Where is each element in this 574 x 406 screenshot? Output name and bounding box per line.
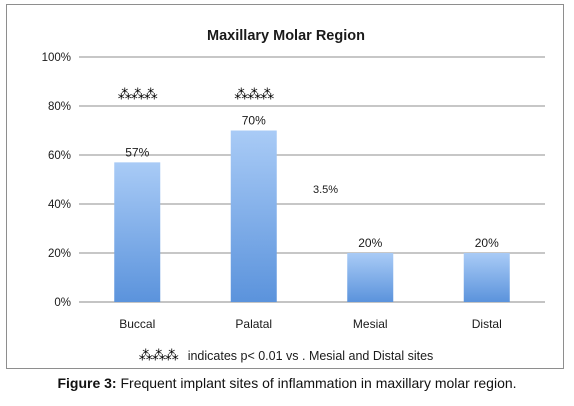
footnote-significance-symbol: ⁂⁂⁂ [139,348,179,364]
category-label: Palatal [235,317,272,331]
caption-text: Frequent implant sites of inflammation i… [116,375,517,391]
bar-chart: Maxillary Molar Region 0% 20% 40% 60% 80% 100… [42,28,545,364]
data-label: 57% [125,145,149,159]
significance-mark: ⁂⁂⁂ [118,87,158,103]
chart-title: Maxillary Molar Region [207,28,365,44]
data-label: 20% [475,236,499,250]
footnote: ⁂⁂⁂ indicates p< 0.01 vs . Mesial and Di… [139,348,434,364]
bar [463,253,510,302]
y-tick-label: 20% [48,248,71,260]
category-label: Mesial [353,317,388,331]
data-label: 20% [358,236,382,250]
y-tick-label: 40% [48,199,71,211]
figure-caption: Figure 3: Frequent implant sites of infl… [0,375,574,391]
y-tick-label: 60% [48,150,71,162]
footnote-text: indicates p< 0.01 vs . Mesial and Distal… [188,349,434,363]
category-label: Buccal [119,317,155,331]
annotation-note: 3.5% [313,184,338,196]
bar [114,162,161,302]
y-tick-label: 100% [42,52,71,64]
y-tick-label: 80% [48,101,71,113]
chart-frame: Maxillary Molar Region 0% 20% 40% 60% 80% 100… [6,4,564,369]
bar [230,130,277,302]
caption-label: Figure 3: [57,375,117,391]
bar [347,253,394,302]
y-tick-label: 0% [54,297,71,309]
category-label: Distal [472,317,502,331]
significance-mark: ⁂⁂⁂ [234,87,274,103]
data-label: 70% [242,114,266,128]
